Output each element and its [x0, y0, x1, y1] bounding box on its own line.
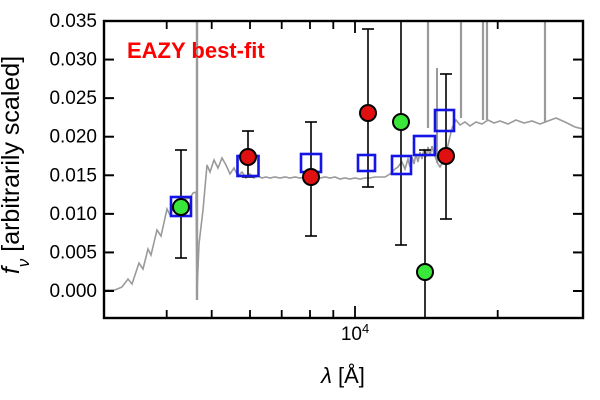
svg-text:0.000: 0.000 — [49, 281, 97, 302]
svg-text:λ [Å]: λ [Å] — [320, 363, 365, 388]
svg-text:0.005: 0.005 — [49, 242, 97, 263]
svg-text:0.015: 0.015 — [49, 165, 97, 186]
svg-text:0.035: 0.035 — [49, 11, 97, 32]
svg-text:0.025: 0.025 — [49, 88, 97, 109]
svg-text:104: 104 — [341, 321, 369, 346]
svg-text:0.010: 0.010 — [49, 204, 97, 225]
svg-text:fν [arbitrarily scaled]: fν [arbitrarily scaled] — [0, 56, 33, 274]
svg-text:0.020: 0.020 — [49, 127, 97, 148]
svg-text:0.030: 0.030 — [49, 50, 97, 71]
svg-text:EAZY best-fit: EAZY best-fit — [127, 38, 265, 63]
